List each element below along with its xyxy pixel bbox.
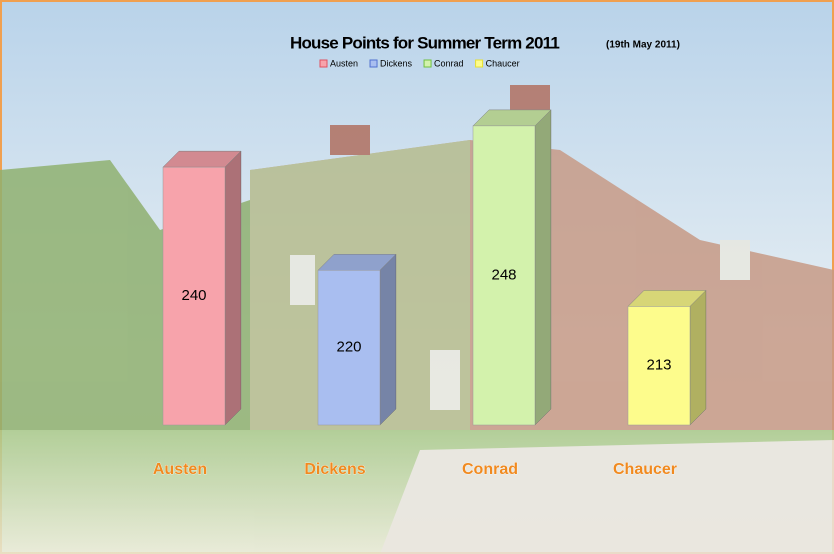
legend-label: Austen bbox=[330, 58, 358, 68]
x-tick-label: Chaucer bbox=[613, 461, 677, 478]
data-label: 213 bbox=[646, 357, 671, 374]
legend-swatch bbox=[370, 60, 377, 67]
legend-swatch bbox=[320, 60, 327, 67]
chart: House Points for Summer Term 2011 (19th … bbox=[0, 0, 834, 554]
legend-label: Dickens bbox=[380, 58, 413, 68]
bar-side bbox=[690, 290, 706, 425]
chart-subtitle: (19th May 2011) bbox=[606, 40, 680, 51]
bar-side bbox=[380, 254, 396, 425]
x-tick-label: Dickens bbox=[304, 461, 365, 478]
data-label: 220 bbox=[336, 339, 361, 356]
bar-side bbox=[225, 151, 241, 425]
data-label: 248 bbox=[491, 266, 516, 283]
legend-swatch bbox=[424, 60, 431, 67]
x-tick-label: Conrad bbox=[462, 461, 518, 478]
bar-side bbox=[535, 110, 551, 425]
chart-title: House Points for Summer Term 2011 bbox=[290, 33, 559, 52]
legend-label: Conrad bbox=[434, 58, 464, 68]
data-label: 240 bbox=[181, 287, 206, 304]
legend-swatch bbox=[476, 60, 483, 67]
x-tick-label: Austen bbox=[153, 461, 207, 478]
legend-label: Chaucer bbox=[486, 58, 520, 68]
